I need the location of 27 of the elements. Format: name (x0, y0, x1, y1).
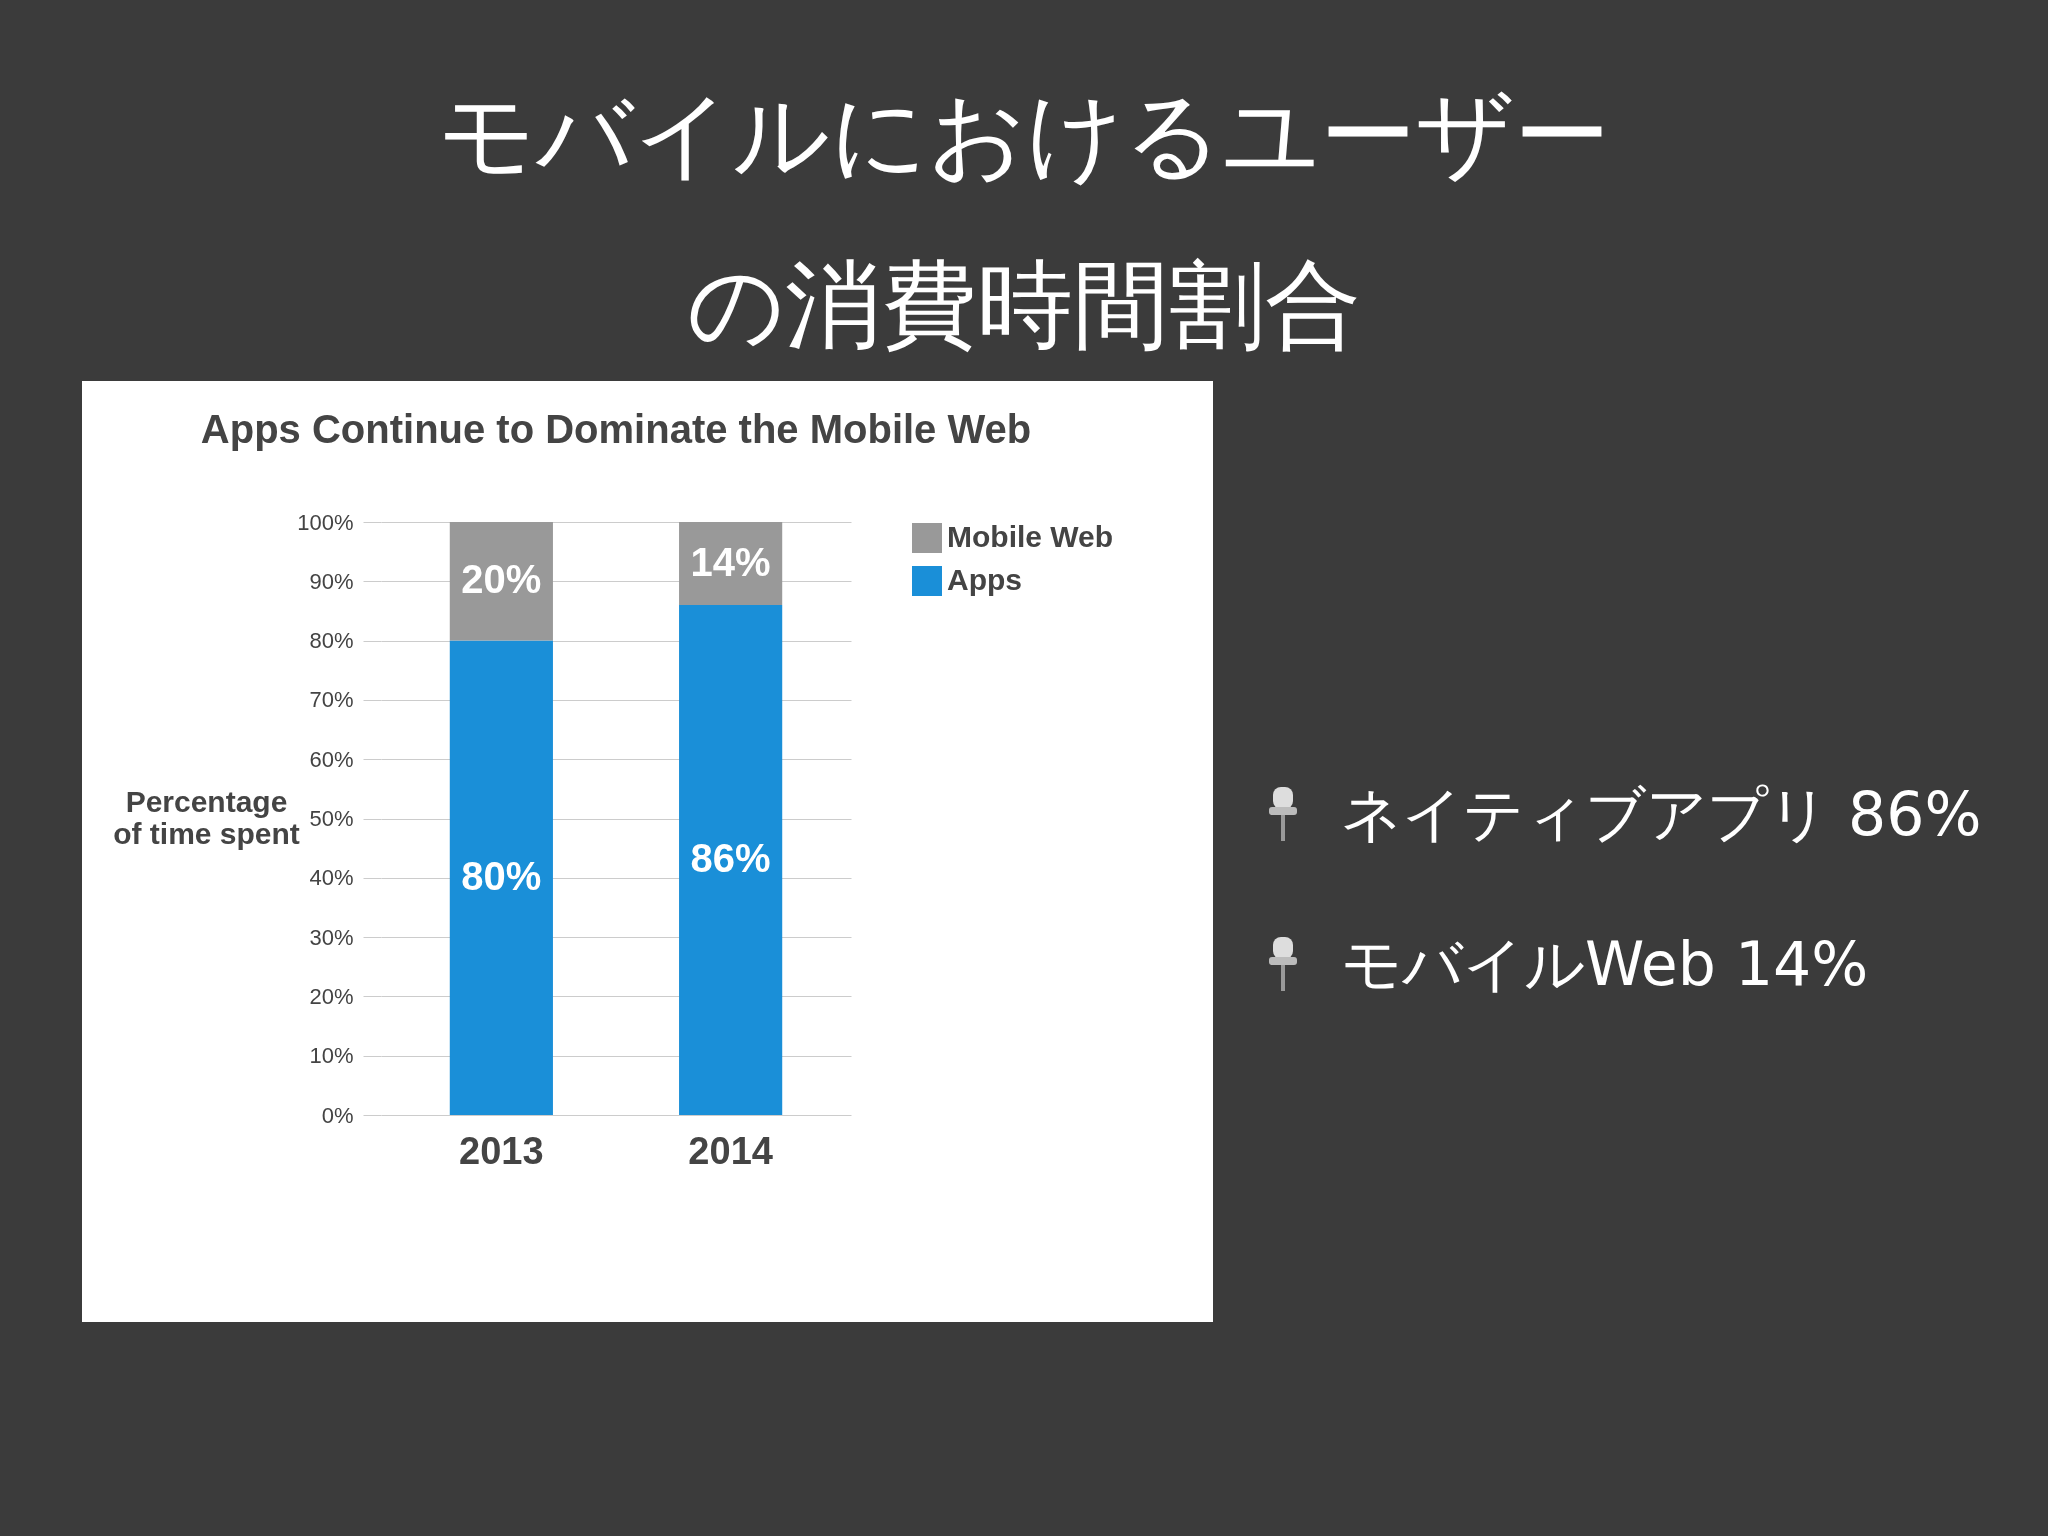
bar (449, 640, 553, 1115)
chart-subtitle: Apps Continue to Dominate the Mobile Web (200, 407, 1032, 451)
data-label: 14% (690, 539, 771, 584)
text: ネイティブアプリ 86% (1341, 777, 1982, 851)
legend-label: Apps (947, 563, 1022, 596)
y-tick-label: 70% (309, 687, 354, 713)
data-label: 80% (461, 853, 542, 898)
text: モバイルWeb 14% (1341, 927, 1869, 1001)
y-tick-label: 60% (309, 746, 354, 772)
y-tick-label: 30% (309, 924, 354, 950)
y-axis-title: Percentage of time spent (113, 784, 300, 850)
y-tick-label: 0% (321, 1102, 354, 1128)
data-label: 86% (690, 836, 771, 881)
chart-title: モバイルにおけるユーザーの消費時間割合 (437, 78, 1611, 363)
x-tick-label: 2014 (688, 1129, 773, 1172)
x-tick-label: 2013 (459, 1129, 544, 1172)
bar (449, 522, 553, 641)
y-tick-label: 10% (309, 1043, 354, 1069)
data-label: 20% (461, 557, 542, 602)
y-tick-label: 80% (309, 628, 354, 654)
bar (679, 605, 783, 1115)
y-tick-label: 100% (297, 509, 354, 535)
legend-label: Mobile Web (947, 520, 1114, 553)
y-tick-label: 90% (309, 568, 354, 594)
y-tick-label: 50% (309, 806, 354, 831)
y-tick-label: 40% (309, 865, 354, 891)
y-tick-label: 20% (309, 983, 354, 1009)
